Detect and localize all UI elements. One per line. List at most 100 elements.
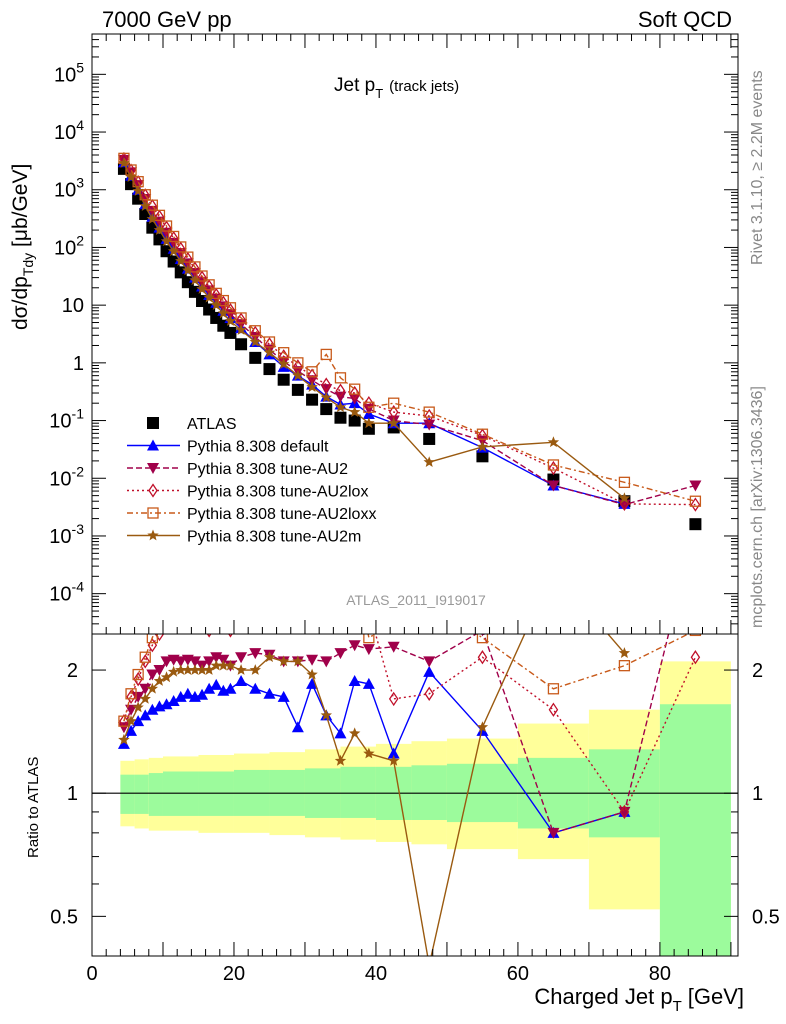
x-tick-label: 0 bbox=[86, 963, 97, 985]
legend-entry: Pythia 8.308 tune-AU2 bbox=[127, 461, 348, 478]
y-label-unit: [μb/GeV] bbox=[9, 164, 32, 253]
legend-marker bbox=[147, 463, 159, 474]
main-data-point bbox=[125, 171, 137, 182]
ratio-data-point bbox=[125, 715, 137, 726]
ratio-data-point bbox=[363, 634, 375, 644]
ratio-data-point bbox=[291, 721, 304, 733]
main-series-layer bbox=[117, 151, 702, 531]
main-data-point bbox=[147, 198, 158, 214]
y-label-main: dσ/dp bbox=[9, 276, 32, 330]
main-series-1 bbox=[117, 156, 631, 509]
ratio-y-axis-label: Ratio to ATLAS bbox=[25, 757, 42, 858]
main-data-point bbox=[154, 209, 165, 224]
ratio-y-tick-label-right: 2 bbox=[752, 660, 763, 682]
main-y-axis-label: dσ/dpTdy [μb/GeV] bbox=[9, 164, 36, 330]
ratio-data-point bbox=[153, 675, 166, 686]
main-data-point bbox=[349, 385, 360, 401]
ratio-data-point bbox=[387, 747, 400, 759]
ratio-data-point bbox=[132, 691, 145, 703]
main-data-point bbox=[334, 372, 347, 384]
ratio-data-point bbox=[203, 682, 216, 694]
main-y-tick-label: 10-3 bbox=[49, 521, 84, 548]
ratio-data-point bbox=[235, 664, 247, 675]
ratio-data-point bbox=[424, 686, 434, 701]
main-data-point bbox=[306, 393, 319, 406]
legend-entry: Pythia 8.308 default bbox=[127, 439, 329, 456]
ratio-y-tick-label: 1 bbox=[67, 783, 78, 805]
main-data-point bbox=[423, 419, 436, 431]
x-tick-label: 60 bbox=[507, 963, 529, 985]
main-data-point bbox=[476, 450, 489, 463]
ratio-data-point bbox=[548, 565, 559, 576]
main-data-point bbox=[363, 401, 375, 413]
ratio-data-point bbox=[336, 598, 344, 610]
legend-marker bbox=[147, 507, 159, 519]
ratio-data-point bbox=[224, 659, 237, 671]
main-data-point bbox=[690, 497, 701, 512]
ratio-data-point bbox=[249, 682, 262, 694]
main-data-point bbox=[306, 381, 318, 392]
ratio-data-point bbox=[125, 688, 137, 700]
ratio-data-point bbox=[548, 702, 559, 717]
ratio-data-point bbox=[251, 617, 259, 629]
main-data-point bbox=[217, 294, 229, 307]
ratio-data-point bbox=[146, 682, 158, 694]
ratio-data-point bbox=[166, 634, 167, 635]
main-data-point bbox=[362, 422, 375, 435]
ratio-data-point bbox=[133, 671, 143, 687]
main-data-point bbox=[249, 351, 262, 364]
x-label-sub: T bbox=[673, 998, 682, 1015]
ratio-series-4 bbox=[118, 565, 631, 956]
ratio-data-point bbox=[320, 709, 332, 721]
uncertainty-band-inner bbox=[120, 774, 135, 814]
ratio-data-point bbox=[348, 640, 361, 652]
ratio-data-point bbox=[476, 721, 489, 732]
legend-entry: ATLAS bbox=[147, 416, 237, 433]
analysis-label: ATLAS_2011_I919017 bbox=[346, 592, 486, 608]
main-data-point bbox=[175, 255, 187, 266]
x-label-main: Charged Jet p bbox=[534, 984, 672, 1009]
main-data-point bbox=[547, 436, 560, 448]
main-series-2 bbox=[117, 154, 702, 511]
main-data-point bbox=[153, 209, 166, 221]
main-data-point bbox=[618, 476, 631, 488]
ratio-data-point bbox=[689, 634, 702, 637]
ratio-data-point bbox=[263, 687, 276, 699]
ratio-data-point bbox=[362, 644, 375, 656]
main-title-note: (track jets) bbox=[389, 78, 459, 95]
legend-entry: Pythia 8.308 tune-AU2m bbox=[127, 529, 361, 546]
main-data-point bbox=[292, 357, 304, 369]
main-data-point bbox=[306, 366, 318, 378]
ratio-data-point bbox=[362, 677, 375, 689]
main-data-point bbox=[334, 401, 347, 413]
legend-entry: Pythia 8.308 tune-AU2lox bbox=[127, 483, 368, 501]
ratio-data-point bbox=[154, 634, 165, 642]
header-category: Soft QCD bbox=[638, 7, 732, 32]
ratio-data-point bbox=[139, 683, 152, 695]
main-data-point bbox=[175, 241, 187, 253]
main-data-point bbox=[349, 383, 361, 395]
ratio-data-point bbox=[250, 599, 260, 609]
ratio-data-point bbox=[263, 651, 276, 663]
ratio-data-point bbox=[169, 610, 179, 620]
main-data-point bbox=[388, 397, 400, 409]
main-data-point bbox=[161, 220, 172, 235]
main-data-point bbox=[125, 178, 138, 191]
main-data-point bbox=[618, 492, 631, 504]
ratio-y-tick-label: 2 bbox=[67, 660, 78, 682]
main-panel: 10-4 10-3 10-2 10-1 1 10 102 103 104 105 Jet pT (t… bbox=[9, 33, 739, 635]
ratio-data-point bbox=[196, 688, 209, 700]
ratio-data-point bbox=[191, 617, 199, 629]
main-y-tick-label: 10-1 bbox=[49, 406, 84, 433]
ratio-data-point bbox=[139, 692, 151, 704]
ratio-data-point bbox=[249, 664, 261, 675]
ratio-data-point bbox=[297, 634, 298, 635]
ratio-data-point bbox=[189, 664, 201, 675]
main-data-point bbox=[196, 283, 208, 294]
uncertainty-band-inner bbox=[340, 766, 376, 818]
main-data-point bbox=[182, 264, 194, 276]
ratio-data-point bbox=[188, 656, 201, 668]
ratio-data-point bbox=[307, 593, 317, 603]
legend: ATLAS Pythia 8.308 default Pythia 8.308 tu… bbox=[127, 416, 376, 546]
